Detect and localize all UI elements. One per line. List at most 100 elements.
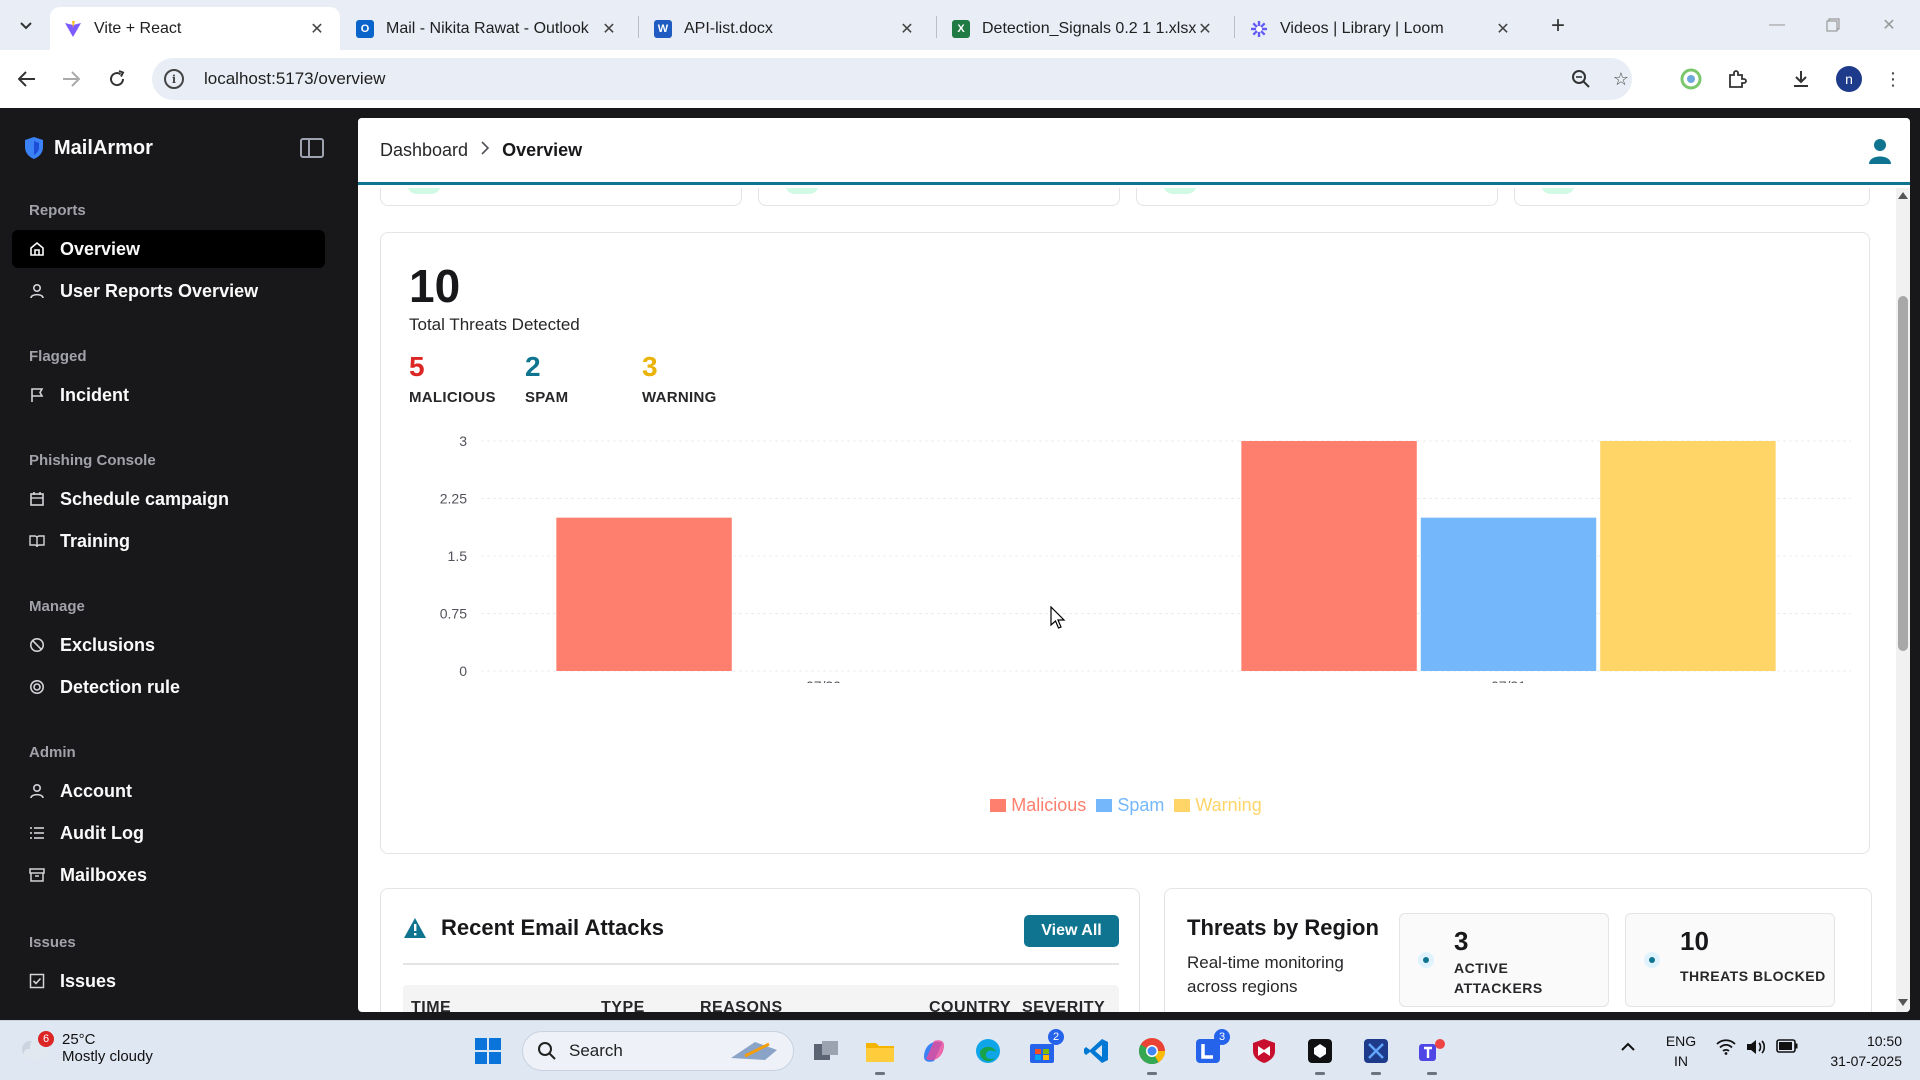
threat-summary-card: 10 Total Threats Detected 5 MALICIOUS 2 … [380,232,1870,854]
browser-menu-icon[interactable]: ⋮ [1884,68,1902,89]
system-clock[interactable]: 10:50 31-07-2025 [1812,1031,1902,1071]
threats-by-region-card: Threats by Region Real-time monitoring a… [1164,888,1872,1012]
windows-taskbar: 6 25°C Mostly cloudy Search 2 3 [0,1020,1920,1080]
unity-app-icon[interactable] [1302,1033,1338,1075]
site-info-icon[interactable]: i [164,69,184,89]
threats-blocked-stat: 10 THREATS BLOCKED [1625,913,1835,1007]
sidebar-item-issues[interactable]: Issues [12,962,325,1000]
edge-browser-icon[interactable] [970,1033,1006,1069]
close-tab-icon[interactable]: ✕ [310,20,324,38]
column-header-country[interactable]: COUNTRY [929,999,1012,1012]
extensions-puzzle-icon[interactable] [1724,66,1750,92]
tab-vite-react[interactable]: Vite + React ✕ [50,7,340,50]
wifi-icon[interactable] [1716,1039,1736,1058]
tab-word-doc[interactable]: W API-list.docx ✕ [640,7,930,50]
close-tab-icon[interactable]: ✕ [1198,20,1212,38]
back-arrow-icon[interactable] [12,64,42,94]
tab-separator [638,16,639,38]
sidebar-item-incident[interactable]: Incident [12,376,325,414]
cloud-weather-icon: 6 [18,1031,54,1061]
sidebar-item-audit-log[interactable]: Audit Log [12,814,325,852]
weather-widget[interactable]: 6 25°C Mostly cloudy [18,1031,153,1065]
account-user-icon[interactable] [1868,138,1892,164]
legend-label: Warning [1195,795,1262,815]
sidebar-item-overview[interactable]: Overview [12,230,325,268]
app-window: MailArmor Reports Overview User Reports … [0,108,1920,1020]
breadcrumb-dashboard[interactable]: Dashboard [380,139,469,160]
battery-icon[interactable] [1776,1039,1798,1056]
minimize-icon[interactable]: — [1769,16,1785,33]
profile-avatar[interactable]: n [1836,66,1862,92]
vite-icon [64,20,82,38]
warning-stat: 3 WARNING [642,351,717,406]
microsoft-store-icon[interactable]: 2 [1024,1029,1064,1069]
stat-card-partial [380,188,742,206]
column-header-type[interactable]: TYPE [601,999,645,1012]
chart-legend: Malicious Spam Warning [381,795,1871,816]
windows-start-icon[interactable] [470,1033,506,1069]
column-header-severity[interactable]: SEVERITY [1022,999,1106,1012]
tab-outlook[interactable]: O Mail - Nikita Rawat - Outlook ✕ [342,7,632,50]
recent-attacks-title: Recent Email Attacks [441,915,664,940]
forward-arrow-icon[interactable] [56,64,86,94]
restore-icon[interactable] [1818,10,1848,40]
legend-item-malicious[interactable]: Malicious [990,795,1086,816]
scroll-down-arrow-icon[interactable] [1898,999,1908,1006]
tab-search-chevron-icon[interactable] [12,12,40,40]
close-tab-icon[interactable]: ✕ [1496,20,1510,38]
task-view-icon[interactable] [808,1033,844,1069]
zoom-icon[interactable] [1570,68,1592,90]
scroll-up-arrow-icon[interactable] [1898,192,1908,199]
tab-excel[interactable]: X Detection_Signals 0.2 1 1.xlsx ✕ [938,7,1228,50]
sidebar-item-user-reports-overview[interactable]: User Reports Overview [12,272,325,310]
close-tab-icon[interactable]: ✕ [602,20,616,38]
vscode-icon[interactable] [1078,1033,1114,1069]
bookmark-star-icon[interactable]: ☆ [1612,68,1630,89]
teams-icon[interactable] [1414,1033,1450,1075]
close-tab-icon[interactable]: ✕ [900,20,914,38]
column-header-reasons[interactable]: REASONS [700,999,783,1012]
list-icon [28,824,46,842]
sidebar-item-label: User Reports Overview [60,280,259,301]
threats-blocked-value: 10 [1680,926,1709,956]
bar-malicious [556,517,732,671]
extension-colorful-icon[interactable] [1678,66,1704,92]
column-header-time[interactable]: TIME [411,999,452,1012]
tab-separator [1234,16,1235,38]
lync-l-icon[interactable]: 3 [1190,1029,1230,1069]
warning-triangle-icon [404,918,426,938]
view-all-button[interactable]: View All [1024,915,1119,947]
snipping-tool-icon[interactable] [1358,1033,1394,1075]
chrome-icon[interactable] [1134,1033,1170,1075]
copilot-icon[interactable] [916,1033,952,1069]
volume-icon[interactable] [1746,1039,1766,1058]
file-explorer-icon[interactable] [862,1033,898,1075]
sidebar-item-schedule-campaign[interactable]: Schedule campaign [12,480,325,518]
threats-bar-chart: 0 0.75 1.5 2.25 3 07/30 07/31 [440,433,1851,683]
clock-time: 10:50 [1866,1033,1902,1049]
sidebar-item-exclusions[interactable]: Exclusions [12,626,325,664]
active-attackers-stat: 3 ACTIVE ATTACKERS [1399,913,1609,1007]
sidebar-item-detection-rule[interactable]: Detection rule [12,668,325,706]
language-indicator[interactable]: ENG IN [1664,1031,1698,1071]
new-tab-plus-icon[interactable]: + [1550,12,1565,39]
sidebar-item-account[interactable]: Account [12,772,325,810]
legend-item-warning[interactable]: Warning [1174,795,1262,816]
sidebar-item-training[interactable]: Training [12,522,325,560]
sidebar-toggle-icon[interactable] [300,138,324,158]
tray-overflow-chevron-icon[interactable] [1620,1039,1636,1055]
legend-item-spam[interactable]: Spam [1096,795,1164,816]
tab-loom[interactable]: Videos | Library | Loom ✕ [1236,7,1526,50]
downloads-icon[interactable] [1788,66,1814,92]
window-close-icon[interactable]: ✕ [1882,17,1896,34]
vertical-scrollbar[interactable] [1896,188,1910,1012]
reload-icon[interactable] [102,64,132,94]
scrollbar-thumb[interactable] [1898,296,1908,651]
active-indicator [1371,1072,1381,1075]
mcafee-shield-icon[interactable] [1246,1033,1282,1069]
sidebar-item-mailboxes[interactable]: Mailboxes [12,856,325,894]
taskbar-search[interactable]: Search [522,1031,794,1071]
brand[interactable]: MailArmor [24,136,153,160]
address-bar[interactable]: i localhost:5173/overview ☆ [152,58,1632,100]
browser-toolbar: i localhost:5173/overview ☆ n ⋮ [0,50,1920,108]
